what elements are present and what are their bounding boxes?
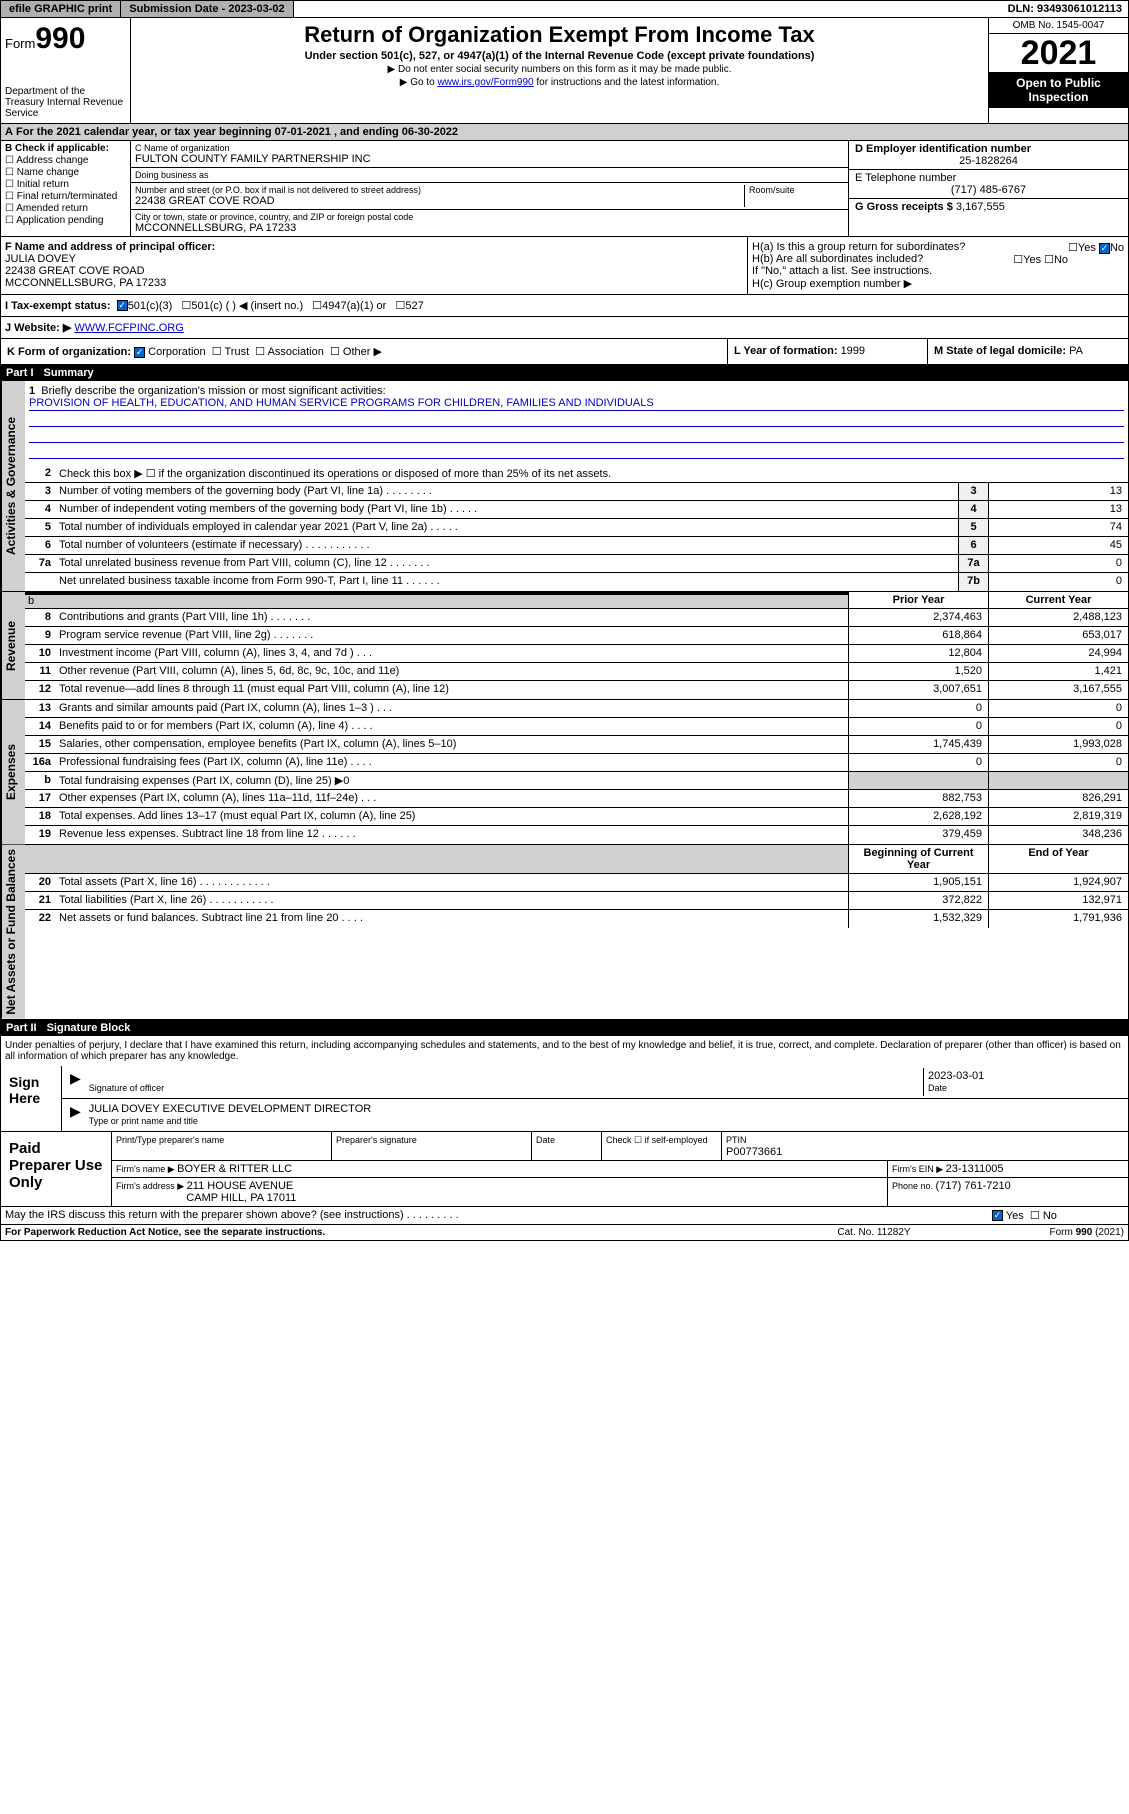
form-header: Form990 Department of the Treasury Inter… <box>0 18 1129 124</box>
current-year: Current Year <box>988 592 1128 608</box>
paid-preparer: Paid Preparer Use Only Print/Type prepar… <box>0 1132 1129 1207</box>
l1: Briefly describe the organization's miss… <box>41 385 385 397</box>
street-label: Number and street (or P.O. box if mail i… <box>135 185 744 195</box>
footer: For Paperwork Reduction Act Notice, see … <box>0 1225 1129 1241</box>
fgh-row: F Name and address of principal officer:… <box>0 237 1129 295</box>
f-name: JULIA DOVEY <box>5 253 743 265</box>
f-label: F Name and address of principal officer: <box>5 241 743 253</box>
mission: PROVISION OF HEALTH, EDUCATION, AND HUMA… <box>29 397 1124 411</box>
line-klm: K Form of organization: ✓ Corporation ☐ … <box>0 339 1129 365</box>
part1-header: Part I Summary <box>0 365 1129 381</box>
may-discuss: May the IRS discuss this return with the… <box>0 1207 1129 1225</box>
form-number: Form990 <box>5 22 126 56</box>
vtab-exp: Expenses <box>1 700 25 844</box>
note1: ▶ Do not enter social security numbers o… <box>139 64 980 75</box>
firm-addr: 211 HOUSE AVENUE <box>187 1180 294 1192</box>
omb: OMB No. 1545-0047 <box>989 18 1128 34</box>
dept: Department of the Treasury Internal Reve… <box>5 86 126 119</box>
f-addr2: MCCONNELLSBURG, PA 17233 <box>5 277 743 289</box>
open-public: Open to Public Inspection <box>989 72 1128 108</box>
subtitle: Under section 501(c), 527, or 4947(a)(1)… <box>139 50 980 62</box>
hb: H(b) Are all subordinates included? ☐Yes… <box>752 253 1124 265</box>
line-a: A For the 2021 calendar year, or tax yea… <box>0 124 1129 141</box>
dba-label: Doing business as <box>135 170 844 180</box>
sig-date: 2023-03-01 <box>928 1070 984 1082</box>
part2-header: Part II Signature Block <box>0 1020 1129 1036</box>
ptin: P00773661 <box>726 1146 782 1158</box>
signature-block: Under penalties of perjury, I declare th… <box>0 1036 1129 1132</box>
city: MCCONNELLSBURG, PA 17233 <box>135 222 844 234</box>
tel-label: E Telephone number <box>855 172 956 184</box>
tel: (717) 485-6767 <box>855 184 1122 196</box>
firm-ein: 23-1311005 <box>946 1163 1004 1175</box>
sign-here: Sign Here <box>1 1066 61 1131</box>
firm-phone: (717) 761-7210 <box>936 1180 1011 1192</box>
line-j: J Website: ▶ WWW.FCFPINC.ORG <box>0 317 1129 339</box>
ein: 25-1828264 <box>855 155 1122 167</box>
hb-no: If "No," attach a list. See instructions… <box>752 265 1124 277</box>
ha: H(a) Is this a group return for subordin… <box>752 241 1124 253</box>
line-m: M State of legal domicile: PA <box>928 339 1128 364</box>
paperwork: For Paperwork Reduction Act Notice, see … <box>5 1227 774 1238</box>
ein-label: D Employer identification number <box>855 143 1031 155</box>
form-ref: Form 990 (2021) <box>974 1227 1124 1238</box>
end-year: End of Year <box>988 845 1128 873</box>
firm-name: BOYER & RITTER LLC <box>177 1163 292 1175</box>
form-title: Return of Organization Exempt From Incom… <box>139 22 980 48</box>
line-i: I Tax-exempt status: ✓ 501(c)(3) ☐ 501(c… <box>0 295 1129 317</box>
vtab-net: Net Assets or Fund Balances <box>1 845 25 1019</box>
street: 22438 GREAT COVE ROAD <box>135 195 744 207</box>
prior-year: Prior Year <box>848 592 988 608</box>
topbar: efile GRAPHIC print Submission Date - 20… <box>0 0 1129 18</box>
col-c: C Name of organization FULTON COUNTY FAM… <box>131 141 848 236</box>
col-b: B Check if applicable: ☐ Address change … <box>1 141 131 236</box>
cal-year: A For the 2021 calendar year, or tax yea… <box>1 124 1128 140</box>
col-d: D Employer identification number 25-1828… <box>848 141 1128 236</box>
note2: ▶ Go to www.irs.gov/Form990 for instruct… <box>139 77 980 88</box>
tax-year: 2021 <box>989 34 1128 72</box>
line-k: K Form of organization: ✓ Corporation ☐ … <box>1 339 728 364</box>
suite-label: Room/suite <box>749 185 844 195</box>
f-addr1: 22438 GREAT COVE ROAD <box>5 265 743 277</box>
cat-no: Cat. No. 11282Y <box>774 1227 974 1238</box>
line-l: L Year of formation: 1999 <box>728 339 928 364</box>
section-bcdeg: B Check if applicable: ☐ Address change … <box>0 141 1129 237</box>
officer-name: JULIA DOVEY EXECUTIVE DEVELOPMENT DIRECT… <box>89 1103 371 1115</box>
gross: 3,167,555 <box>956 201 1005 213</box>
c-name-label: C Name of organization <box>135 143 844 153</box>
org-name: FULTON COUNTY FAMILY PARTNERSHIP INC <box>135 153 844 165</box>
netassets-section: Net Assets or Fund Balances Beginning of… <box>0 845 1129 1020</box>
activities-governance: Activities & Governance 1 Briefly descri… <box>0 381 1129 592</box>
dln: DLN: 93493061012113 <box>1002 1 1128 17</box>
website-link[interactable]: WWW.FCFPINC.ORG <box>74 322 183 334</box>
city-label: City or town, state or province, country… <box>135 212 844 222</box>
efile-btn[interactable]: efile GRAPHIC print <box>1 1 121 17</box>
expenses-section: Expenses 13Grants and similar amounts pa… <box>0 700 1129 845</box>
hc: H(c) Group exemption number ▶ <box>752 277 1124 290</box>
irs-link[interactable]: www.irs.gov/Form990 <box>437 77 533 88</box>
paid-label: Paid Preparer Use Only <box>1 1132 111 1206</box>
vtab-rev: Revenue <box>1 592 25 699</box>
gross-label: G Gross receipts $ <box>855 201 956 213</box>
begin-year: Beginning of Current Year <box>848 845 988 873</box>
revenue-section: Revenue bPrior YearCurrent Year 8Contrib… <box>0 592 1129 700</box>
penalty-text: Under penalties of perjury, I declare th… <box>1 1036 1128 1066</box>
subdate-btn[interactable]: Submission Date - 2023-03-02 <box>121 1 293 17</box>
l2: Check this box ▶ ☐ if the organization d… <box>55 465 1128 482</box>
vtab-gov: Activities & Governance <box>1 381 25 591</box>
